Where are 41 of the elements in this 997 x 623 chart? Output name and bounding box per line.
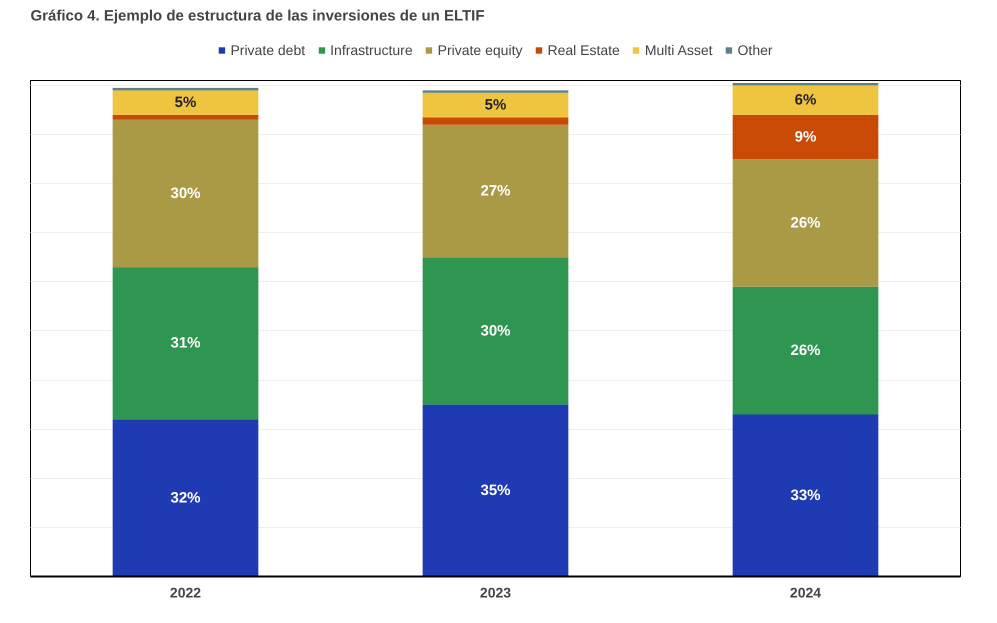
bar (732, 159, 878, 287)
legend-label: Multi Asset (644, 42, 713, 58)
bar (112, 114, 258, 120)
legend-label: Other (738, 42, 773, 58)
bar (422, 117, 568, 125)
bar (732, 414, 878, 576)
chart-title: Gráfico 4. Ejemplo de estructura de las inversiones de un ELTIF (30, 8, 485, 24)
legend-label: Infrastructure (330, 42, 413, 58)
legend-label: Private debt (230, 42, 306, 58)
bar (112, 90, 258, 115)
data-label: 32% (170, 489, 201, 506)
data-label: 26% (790, 342, 821, 360)
data-label: 27% (480, 182, 511, 200)
data-label: 5% (484, 96, 506, 114)
bar (112, 267, 258, 420)
bar (112, 120, 258, 268)
bar (422, 92, 568, 118)
x-tick-label: 2022 (170, 584, 202, 600)
bar (422, 404, 568, 576)
bar (422, 124, 568, 258)
data-label: 33% (790, 486, 821, 504)
data-label: 9% (794, 128, 816, 146)
bar (732, 114, 878, 160)
data-label: 30% (170, 184, 201, 202)
bar (422, 257, 568, 405)
data-label: 35% (480, 482, 511, 500)
legend-label: Real Estate (547, 42, 620, 58)
x-tick-label: 2023 (480, 584, 512, 600)
data-label: 30% (480, 322, 511, 340)
bar (732, 286, 878, 414)
bar (732, 85, 878, 115)
x-tick-label: 2024 (790, 584, 822, 600)
bar (112, 88, 258, 90)
legend-label: Private equity (438, 42, 522, 58)
data-label: 6% (794, 92, 816, 109)
data-label: 31% (170, 334, 201, 352)
bar (112, 419, 258, 576)
data-label: 26% (790, 214, 821, 232)
bar (732, 82, 878, 86)
bar (422, 90, 568, 93)
data-label: 5% (174, 94, 196, 112)
